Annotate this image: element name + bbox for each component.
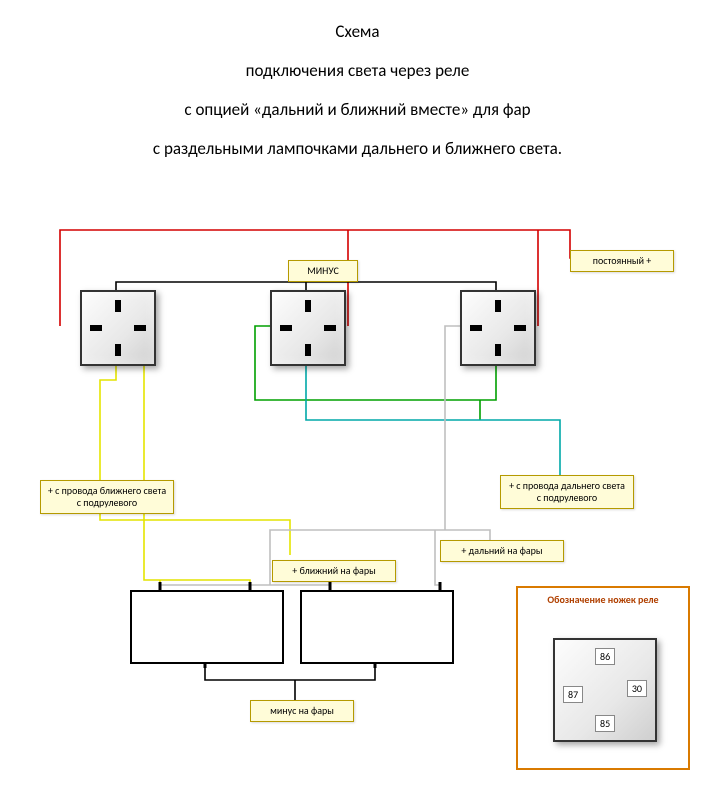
label-high-to-lamps: + дальний на фары	[440, 540, 564, 562]
legend-title: Обозначение ножек реле	[518, 588, 688, 606]
wire-teal	[306, 362, 560, 475]
label-low-beam-src: + с провода ближнего света с подрулевого	[40, 480, 174, 514]
headlamp-right	[300, 590, 454, 664]
wiring-diagram: постоянный + МИНУС + с провода ближнего …	[40, 220, 690, 770]
wire-yellow	[100, 362, 290, 590]
legend-pin-85: 85	[595, 715, 615, 732]
label-high-beam-src: + с провода дальнего света с подрулевого	[500, 475, 634, 509]
title-line-3: с опцией «дальний и ближний вместе» для …	[0, 90, 715, 129]
legend-relay: 86 87 30 85	[553, 638, 657, 742]
legend-box: Обозначение ножек реле 86 87 30 85	[516, 586, 690, 770]
headlamp-left	[130, 590, 284, 664]
label-constant-plus: постоянный +	[570, 250, 674, 272]
title-line-1: Схема	[0, 12, 715, 51]
legend-pin-30: 30	[627, 680, 647, 697]
legend-title-text: Обозначение ножек реле	[547, 593, 658, 606]
label-minus: МИНУС	[288, 260, 358, 282]
wire-black-lamps	[205, 662, 375, 700]
label-minus-lamps: минус на фары	[250, 700, 354, 722]
relay-3	[460, 290, 536, 366]
relay-2	[270, 290, 346, 366]
legend-pin-87: 87	[563, 686, 583, 703]
title-line-4: с раздельными лампочками дальнего и ближ…	[0, 129, 715, 168]
title-block: Схема подключения света через реле с опц…	[0, 0, 715, 168]
title-line-2: подключения света через реле	[0, 51, 715, 90]
relay-1	[80, 290, 156, 366]
label-low-to-lamps: + ближний на фары	[272, 560, 396, 582]
legend-pin-86: 86	[595, 648, 615, 665]
